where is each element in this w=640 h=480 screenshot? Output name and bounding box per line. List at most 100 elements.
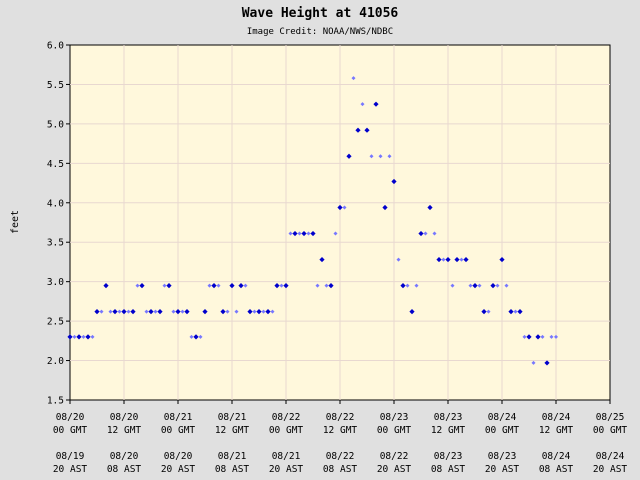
x-tick-label: 12 GMT — [107, 425, 142, 436]
data-point — [139, 283, 145, 289]
data-point — [391, 178, 397, 185]
x-tick-label: 12 GMT — [431, 425, 466, 436]
x-tick-label: 08/21 — [164, 412, 193, 423]
x-tick-label: 00 GMT — [161, 425, 196, 436]
data-point — [531, 360, 536, 365]
data-point — [288, 231, 293, 236]
data-point — [373, 101, 379, 107]
x-tick-label: 08/21 — [218, 451, 247, 462]
data-point — [513, 309, 518, 314]
data-point — [436, 256, 442, 263]
x-tick-label: 08/23 — [488, 451, 517, 462]
y-tick-label: 2.0 — [47, 356, 64, 367]
data-point — [256, 309, 262, 315]
data-point — [490, 283, 496, 289]
data-point — [171, 309, 176, 314]
data-point — [243, 283, 248, 288]
x-tick-label: 08/22 — [380, 451, 409, 462]
data-point — [526, 334, 532, 340]
data-point — [180, 309, 185, 314]
data-point — [486, 309, 491, 314]
data-point — [337, 204, 343, 211]
data-point — [400, 283, 406, 289]
x-tick-label: 08/23 — [380, 412, 409, 423]
x-tick-label: 08/22 — [326, 451, 355, 462]
y-tick-label: 1.5 — [47, 396, 64, 407]
x-tick-label: 08/20 — [110, 451, 139, 462]
data-point — [162, 283, 167, 288]
x-tick-label: 12 GMT — [539, 425, 574, 436]
data-point — [360, 102, 365, 107]
x-tick-label: 08/24 — [488, 412, 517, 423]
data-point — [454, 256, 460, 263]
y-tick-label: 4.5 — [47, 159, 64, 170]
y-tick-label: 4.0 — [47, 198, 64, 209]
data-point — [481, 309, 487, 315]
x-tick-label: 08/20 — [164, 451, 193, 462]
data-point — [432, 231, 437, 236]
data-point — [94, 309, 100, 315]
data-point — [279, 283, 284, 288]
x-tick-label: 00 GMT — [593, 425, 628, 436]
data-point — [238, 283, 244, 289]
x-axis: 08/20 00 GMT 08/19 20 AST 08/20 12 GMT 08/20 08… — [53, 400, 628, 475]
data-point — [108, 309, 113, 314]
data-point — [540, 334, 545, 339]
y-tick-label: 5.0 — [47, 119, 64, 130]
data-point — [220, 309, 226, 315]
y-tick-label: 6.0 — [47, 41, 64, 52]
x-tick-label: 00 GMT — [53, 425, 88, 436]
data-point — [378, 154, 383, 159]
data-point — [207, 283, 212, 288]
x-tick-label: 08/21 — [272, 451, 301, 462]
y-tick-label: 3.5 — [47, 238, 64, 249]
y-axis: 1.5 2.0 2.5 3.0 3.5 4.0 4.5 5.0 5.5 6.0 — [47, 41, 70, 407]
data-point — [72, 334, 77, 339]
data-point — [544, 360, 550, 366]
data-point — [310, 230, 316, 237]
y-tick-label: 3.0 — [47, 277, 64, 288]
x-tick-label: 20 AST — [593, 464, 628, 475]
x-tick-label: 08/22 — [272, 412, 301, 423]
data-point — [166, 283, 172, 289]
x-tick-label: 08/23 — [434, 412, 463, 423]
x-tick-label: 08/20 — [56, 412, 85, 423]
data-point — [364, 127, 370, 133]
data-point — [405, 283, 410, 288]
data-point — [216, 283, 221, 288]
x-tick-label: 08/23 — [434, 451, 463, 462]
data-point — [90, 334, 95, 339]
data-point — [549, 334, 554, 339]
data-point — [414, 283, 419, 288]
data-point — [292, 230, 298, 237]
data-point — [387, 154, 392, 159]
data-point — [198, 334, 203, 339]
data-point — [355, 127, 361, 133]
x-tick-label: 08/19 — [56, 451, 85, 462]
x-tick-label: 20 AST — [485, 464, 520, 475]
data-point — [328, 283, 334, 289]
data-point — [144, 309, 149, 314]
grid-lines — [70, 45, 610, 400]
data-point — [234, 309, 239, 314]
data-point — [472, 283, 478, 289]
x-tick-label: 08 AST — [431, 464, 466, 475]
data-point — [81, 334, 86, 339]
data-point — [252, 309, 257, 314]
data-point — [427, 204, 433, 211]
x-tick-label: 08/24 — [542, 451, 571, 462]
data-point — [535, 334, 541, 340]
data-point — [193, 334, 199, 340]
data-point — [67, 334, 73, 340]
x-tick-label: 08 AST — [323, 464, 358, 475]
x-tick-label: 08 AST — [539, 464, 574, 475]
data-point — [153, 309, 158, 314]
data-point — [117, 309, 122, 314]
x-tick-label: 08/25 — [596, 412, 625, 423]
x-tick-label: 12 GMT — [215, 425, 250, 436]
data-point — [459, 257, 464, 262]
data-point — [441, 257, 446, 262]
x-tick-label: 20 AST — [377, 464, 412, 475]
data-point — [135, 283, 140, 288]
